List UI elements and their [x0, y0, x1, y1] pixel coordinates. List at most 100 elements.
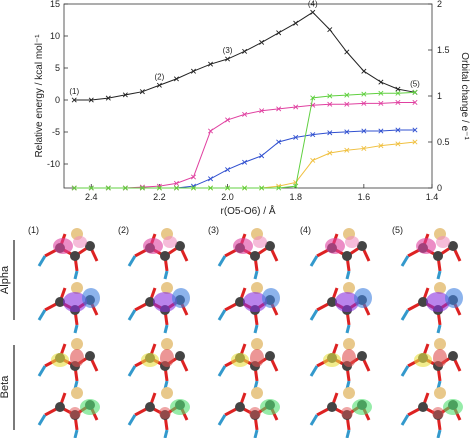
- point-marker: [122, 185, 128, 191]
- point-marker: [378, 143, 384, 149]
- point-marker: [378, 79, 384, 85]
- point-marker: [259, 108, 265, 114]
- point-marker: [190, 185, 196, 191]
- row-label: Beta: [0, 375, 11, 399]
- point-marker: [88, 97, 94, 103]
- series: [71, 99, 418, 191]
- y-axis-label: Relative energy / kcal mol⁻¹: [34, 34, 45, 158]
- row-label: Alpha: [0, 265, 11, 294]
- point-marker: [139, 184, 145, 190]
- point-marker: [395, 127, 401, 133]
- point-marker: [344, 49, 350, 55]
- point-marker: [105, 185, 111, 191]
- point-marker: [412, 127, 418, 133]
- series-line: [74, 101, 415, 189]
- point-marker: [276, 106, 282, 112]
- column-label: (4): [300, 225, 311, 235]
- point-marker: [293, 134, 299, 140]
- point-marker: [378, 100, 384, 106]
- point-marker: [361, 145, 367, 151]
- y-tick-label: -10: [47, 159, 60, 169]
- point-marker: [327, 101, 333, 107]
- point-marker: [361, 91, 367, 97]
- series: [71, 139, 418, 191]
- point-marker: [327, 93, 333, 99]
- point-marker: [310, 95, 316, 101]
- point-marker: [225, 167, 231, 173]
- x-tick-label: 2.2: [153, 192, 166, 202]
- y-tick-label: 10: [50, 31, 60, 41]
- point-marker: [276, 185, 282, 191]
- y2-axis-label: Orbital change / e⁻¹: [459, 52, 470, 140]
- point-marker: [293, 104, 299, 110]
- point-marker: [190, 174, 196, 180]
- point-marker: [293, 20, 299, 26]
- point-marker: [208, 128, 214, 134]
- point-marker: [310, 157, 316, 163]
- column-label: (5): [392, 225, 403, 235]
- point-marker: [327, 150, 333, 156]
- x-tick-label: 1.6: [358, 192, 371, 202]
- point-marker: [156, 185, 162, 191]
- point-marker: [242, 111, 248, 117]
- point-marker: [276, 30, 282, 36]
- point-marker: [361, 128, 367, 134]
- y-tick-label: -5: [52, 127, 60, 137]
- point-marker: [412, 139, 418, 145]
- point-marker: [225, 185, 231, 191]
- point-annotation: (1): [69, 87, 79, 96]
- point-marker: [156, 82, 162, 88]
- y2-tick-label: 1: [437, 91, 442, 101]
- y2-tick-label: 2: [437, 0, 442, 9]
- point-marker: [344, 92, 350, 98]
- x-tick-label: 2.0: [221, 192, 234, 202]
- point-marker: [105, 95, 111, 101]
- point-marker: [395, 86, 401, 92]
- point-marker: [225, 117, 231, 123]
- point-marker: [259, 153, 265, 159]
- point-marker: [173, 76, 179, 82]
- point-marker: [139, 185, 145, 191]
- y2-tick-label: 1.5: [437, 45, 450, 55]
- point-marker: [71, 185, 77, 191]
- point-marker: [173, 185, 179, 191]
- point-marker: [242, 185, 248, 191]
- x-axis-label: r(O5-O6) / Å: [220, 204, 275, 217]
- point-marker: [344, 129, 350, 135]
- point-marker: [208, 61, 214, 67]
- point-marker: [395, 90, 401, 96]
- series-line: [74, 11, 416, 101]
- point-marker: [327, 27, 333, 33]
- point-marker: [378, 90, 384, 96]
- point-marker: [395, 99, 401, 105]
- point-marker: [378, 128, 384, 134]
- point-marker: [344, 147, 350, 153]
- point-annotation: (4): [308, 0, 318, 8]
- x-tick-label: 1.8: [289, 192, 302, 202]
- point-marker: [88, 185, 94, 191]
- point-marker: [327, 130, 333, 136]
- y2-tick-label: 0.5: [437, 137, 450, 147]
- series: [71, 9, 418, 103]
- series: [71, 127, 418, 191]
- point-annotation: (2): [155, 72, 165, 81]
- column-label: (1): [28, 225, 39, 235]
- point-marker: [259, 185, 265, 191]
- series-line: [74, 91, 415, 189]
- point-marker: [225, 56, 231, 62]
- y-tick-label: 15: [50, 0, 60, 9]
- series: [71, 89, 418, 191]
- point-marker: [190, 68, 196, 74]
- point-marker: [361, 68, 367, 74]
- column-label: (3): [208, 225, 219, 235]
- point-marker: [293, 183, 299, 189]
- point-marker: [395, 141, 401, 147]
- point-marker: [71, 97, 77, 103]
- point-marker: [344, 101, 350, 107]
- point-marker: [310, 132, 316, 138]
- point-marker: [122, 92, 128, 98]
- molecule-panels: [39, 228, 463, 438]
- x-tick-label: 1.4: [426, 192, 439, 202]
- series-line: [74, 129, 415, 189]
